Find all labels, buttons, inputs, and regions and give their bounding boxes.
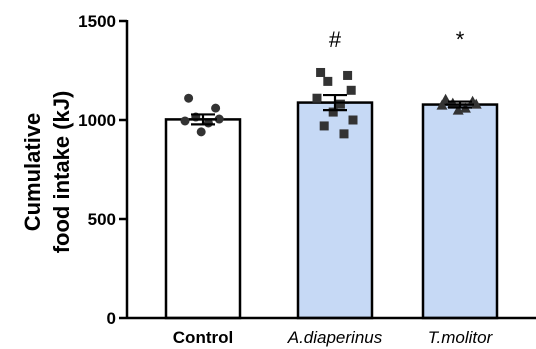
significance-mark-1: #	[329, 27, 342, 52]
data-point-1-8	[319, 121, 329, 131]
data-point-2-6	[452, 104, 464, 115]
data-point-1-7	[348, 115, 358, 125]
data-point-1-3	[346, 85, 356, 95]
significance-mark-2: *	[456, 27, 465, 52]
y-axis-title-line-1: Cumulative	[20, 113, 45, 232]
data-point-0-0	[184, 93, 194, 103]
bar-0	[164, 118, 242, 320]
data-point-1-5	[335, 99, 345, 109]
x-tick-label-2: T.molitor	[428, 328, 494, 347]
x-tick-label-0: Control	[173, 328, 233, 347]
labels-layer: 0 500 1000 1500 Control A.diaperinus T.molitor…	[78, 12, 493, 347]
bar-2	[421, 103, 499, 320]
data-point-0-1	[211, 103, 221, 113]
data-point-1-4	[312, 93, 322, 103]
axes-layer	[119, 19, 536, 320]
y-tick-label-2: 1000	[78, 111, 116, 130]
error-bars-layer	[189, 93, 474, 126]
data-point-2-3	[470, 98, 482, 109]
data-point-2-4	[436, 99, 448, 110]
data-point-0-6	[196, 127, 206, 137]
data-point-0-3	[214, 114, 224, 124]
data-point-1-2	[323, 76, 333, 86]
bar-1	[296, 101, 374, 320]
x-tick-label-1: A.diaperinus	[287, 328, 383, 347]
data-point-1-0	[316, 67, 326, 77]
bars-layer	[164, 101, 499, 320]
y-axis-title: Cumulative food intake (kJ)	[20, 91, 74, 254]
y-tick-label-3: 1500	[78, 12, 116, 31]
y-tick-label-0: 0	[107, 309, 116, 328]
data-point-0-4	[180, 116, 190, 126]
data-point-1-1	[343, 70, 353, 80]
y-tick-label-1: 500	[88, 210, 116, 229]
data-point-1-6	[328, 107, 338, 117]
data-point-1-9	[339, 129, 349, 139]
y-axis-title-line-2: food intake (kJ)	[49, 91, 74, 254]
